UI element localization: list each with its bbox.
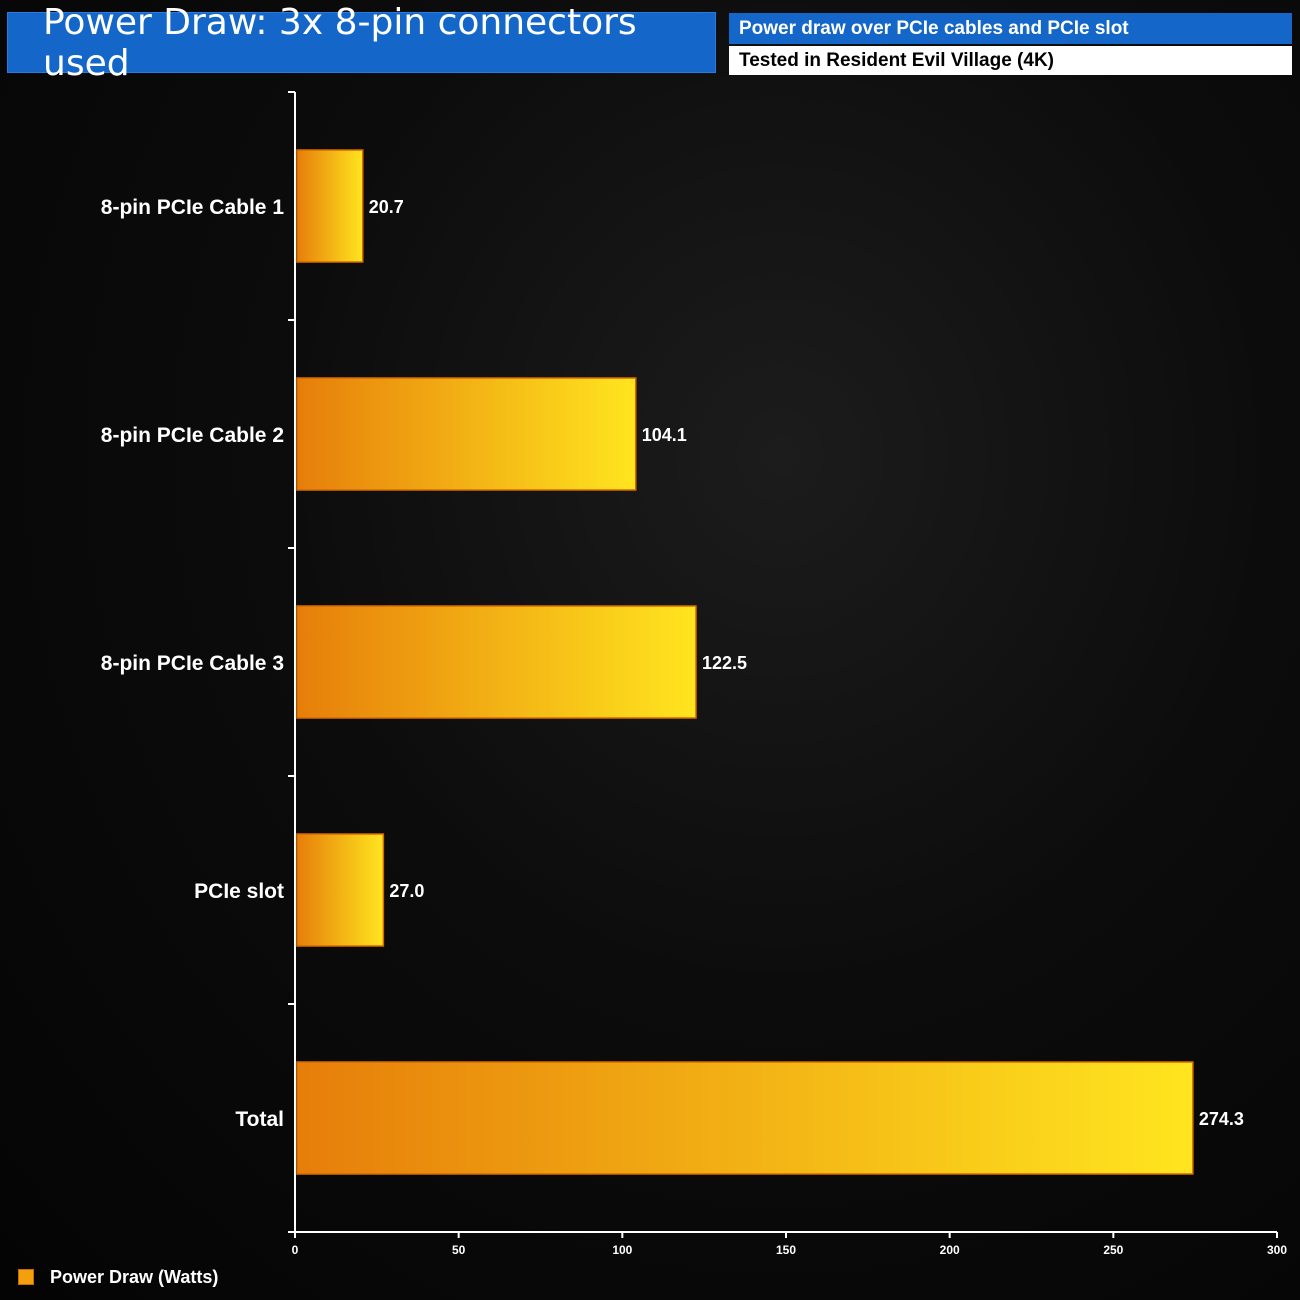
data-label: 104.1 [642, 425, 687, 445]
category-label: PCIe slot [194, 880, 284, 903]
chart-subtitle-secondary: Tested in Resident Evil Village (4K) [729, 46, 1292, 75]
bar [296, 605, 697, 719]
x-tick-label: 100 [612, 1243, 632, 1257]
category-label: 8-pin PCIe Cable 1 [101, 196, 285, 219]
legend-label: Power Draw (Watts) [50, 1266, 219, 1287]
data-label: 122.5 [702, 653, 747, 673]
category-label: 8-pin PCIe Cable 3 [101, 652, 284, 675]
legend-swatch-icon [18, 1269, 34, 1285]
data-label: 27.0 [389, 881, 424, 901]
category-label: Total [235, 1108, 284, 1131]
bar [296, 833, 385, 947]
chart-legend: Power Draw (Watts) [18, 1266, 218, 1288]
bar [296, 149, 364, 263]
chart-subtitle-primary: Power draw over PCIe cables and PCIe slo… [729, 13, 1292, 44]
x-tick-label: 0 [292, 1243, 299, 1257]
x-tick-label: 250 [1103, 1243, 1123, 1257]
bar [296, 377, 637, 491]
bar [296, 1061, 1194, 1175]
data-label: 20.7 [369, 197, 404, 217]
x-tick-label: 50 [452, 1243, 466, 1257]
x-tick-label: 150 [776, 1243, 796, 1257]
x-tick-label: 300 [1267, 1243, 1287, 1257]
data-label: 274.3 [1199, 1109, 1244, 1129]
x-tick-label: 200 [940, 1243, 960, 1257]
category-label: 8-pin PCIe Cable 2 [101, 424, 284, 447]
